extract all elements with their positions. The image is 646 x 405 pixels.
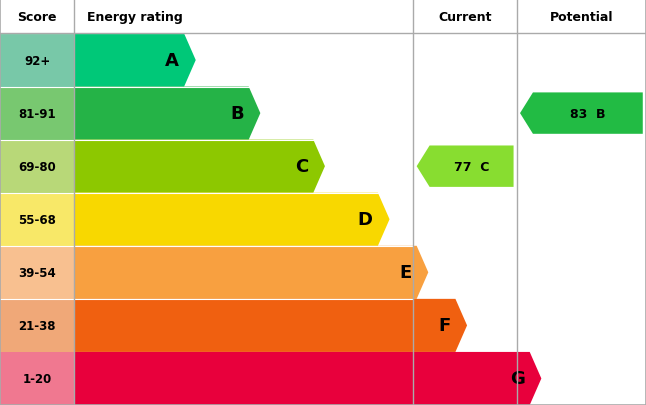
Polygon shape xyxy=(417,146,514,188)
Text: C: C xyxy=(295,158,308,176)
Polygon shape xyxy=(520,93,643,134)
Text: 77  C: 77 C xyxy=(454,160,489,173)
Text: 83  B: 83 B xyxy=(570,107,605,120)
Polygon shape xyxy=(74,352,541,405)
Bar xyxy=(0,299,74,352)
Bar xyxy=(0,246,74,299)
Text: A: A xyxy=(165,52,179,70)
Polygon shape xyxy=(74,193,390,246)
Text: Score: Score xyxy=(17,11,57,23)
Text: 81-91: 81-91 xyxy=(18,107,56,120)
Text: B: B xyxy=(230,105,244,123)
Text: 39-54: 39-54 xyxy=(18,266,56,279)
Text: 1-20: 1-20 xyxy=(23,372,52,385)
Bar xyxy=(0,87,74,140)
Polygon shape xyxy=(74,246,428,299)
Bar xyxy=(0,352,74,405)
Text: 69-80: 69-80 xyxy=(18,160,56,173)
Text: D: D xyxy=(358,211,373,229)
Text: 55-68: 55-68 xyxy=(18,213,56,226)
Bar xyxy=(0,140,74,193)
Polygon shape xyxy=(74,34,196,87)
Text: E: E xyxy=(399,264,412,281)
Text: Current: Current xyxy=(439,11,492,23)
Polygon shape xyxy=(74,140,325,193)
Text: G: G xyxy=(510,369,525,388)
Bar xyxy=(0,34,74,87)
Text: Potential: Potential xyxy=(550,11,613,23)
Bar xyxy=(0,193,74,246)
Text: Energy rating: Energy rating xyxy=(87,11,183,23)
Text: F: F xyxy=(438,317,450,335)
Text: 92+: 92+ xyxy=(24,54,50,67)
Text: 21-38: 21-38 xyxy=(18,319,56,332)
Polygon shape xyxy=(74,299,467,352)
Polygon shape xyxy=(74,87,260,140)
